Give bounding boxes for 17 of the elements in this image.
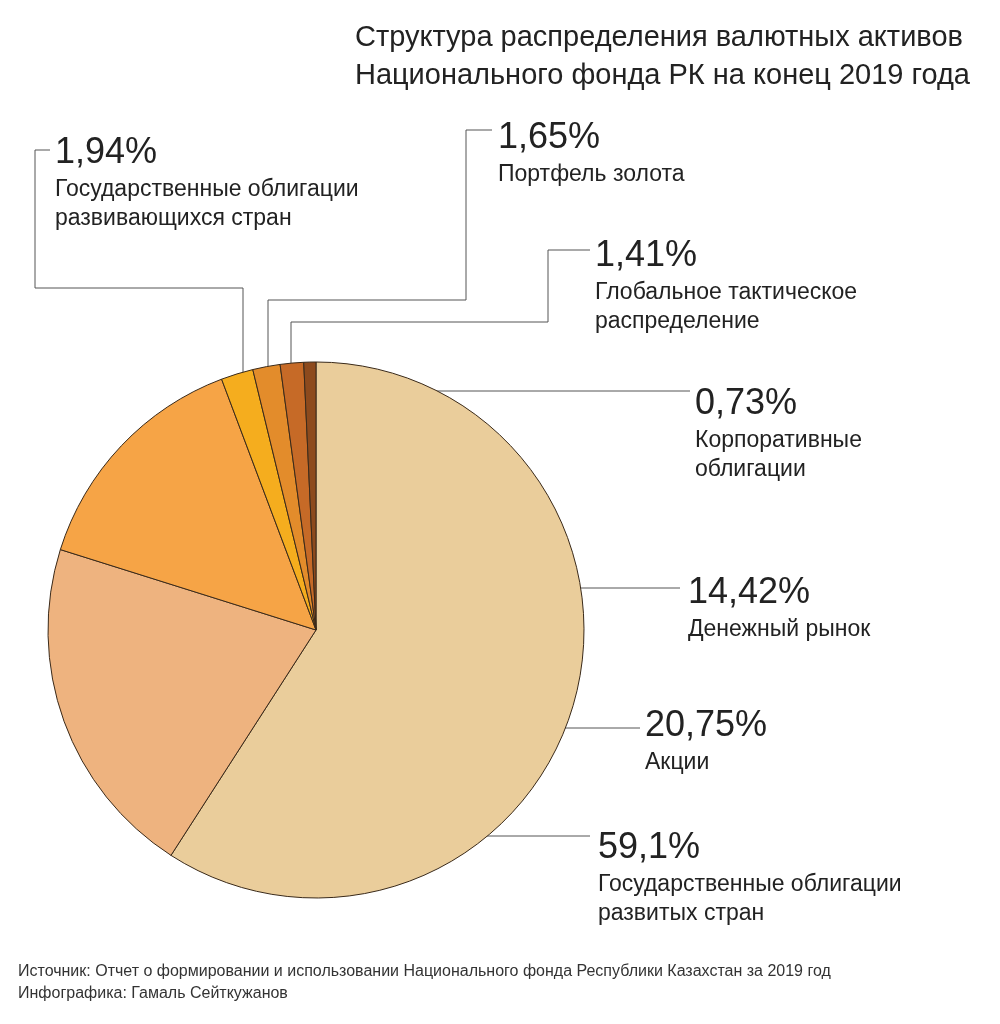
data-label: 14,42%	[688, 569, 811, 611]
data-label: 20,75%	[645, 702, 768, 744]
slice-label: Денежный рынок	[688, 614, 872, 641]
slice-label: Государственные облигации развитых стран	[598, 869, 902, 925]
text: Источник: Отчет о формировании и использовании Национального фонда Республики Казахстан за 2019 год	[18, 961, 832, 979]
slice-label: Корпоративные облигации	[695, 425, 862, 481]
data-label: 1,94%	[55, 129, 158, 171]
slice-label: Глобальное тактическое распределение	[595, 277, 858, 333]
slice-label: Портфель золота	[498, 159, 685, 186]
data-label: 0,73%	[695, 380, 798, 422]
data-label: 59,1%	[598, 824, 701, 866]
data-label: 1,41%	[595, 232, 698, 274]
text: Инфографика: Гамаль Сейткужанов	[18, 983, 288, 1001]
chart-title: Структура распределения валютных активов Национального фонда РК на конец 2019 года	[354, 20, 971, 90]
data-label: 1,65%	[498, 114, 601, 156]
slice-label: Государственные облигации развивающихся стран	[55, 174, 359, 230]
slice-label: Акции	[645, 747, 710, 774]
